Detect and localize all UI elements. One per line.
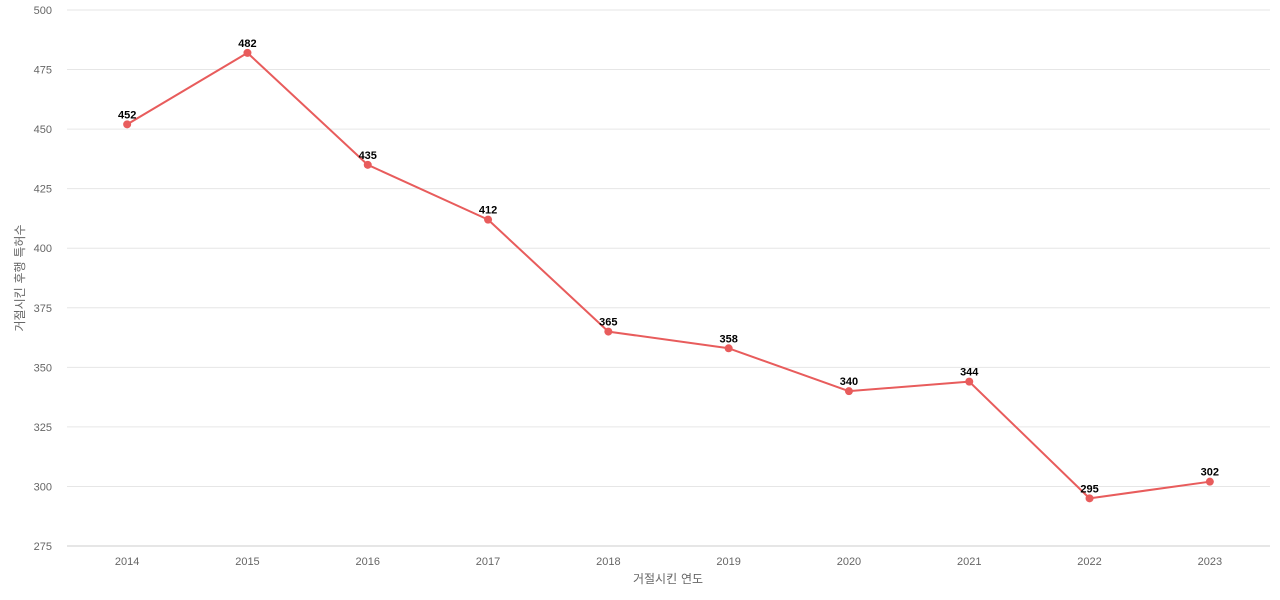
data-label: 365 bbox=[599, 317, 617, 329]
x-tick-label: 2019 bbox=[716, 556, 740, 568]
data-label: 302 bbox=[1201, 467, 1219, 479]
x-tick-label: 2016 bbox=[356, 556, 380, 568]
x-tick-label: 2020 bbox=[837, 556, 861, 568]
data-label: 482 bbox=[238, 38, 256, 50]
x-tick-label: 2015 bbox=[235, 556, 259, 568]
data-point bbox=[965, 377, 974, 386]
data-point bbox=[243, 48, 252, 57]
x-tick-label: 2017 bbox=[476, 556, 500, 568]
x-tick-label: 2018 bbox=[596, 556, 620, 568]
series-line bbox=[126, 51, 1210, 500]
y-tick-label: 475 bbox=[34, 65, 52, 77]
y-tick-label: 325 bbox=[34, 422, 52, 434]
x-axis: 2014 2015 2016 2017 2018 2019 2020 2021 2022 2023 bbox=[115, 556, 1222, 568]
data-label: 344 bbox=[960, 367, 979, 379]
y-axis-title: 거절시킨 후행 특허수 bbox=[12, 225, 27, 332]
y-axis: 275 300 325 350 375 400 425 450 475 500 bbox=[34, 5, 52, 553]
grid bbox=[67, 9, 1270, 547]
y-tick-label: 425 bbox=[34, 184, 52, 196]
y-tick-label: 500 bbox=[34, 5, 52, 17]
x-tick-label: 2022 bbox=[1077, 556, 1101, 568]
y-tick-label: 350 bbox=[34, 362, 52, 374]
data-label: 295 bbox=[1080, 483, 1098, 495]
y-tick-label: 300 bbox=[34, 481, 52, 493]
data-point bbox=[1205, 477, 1214, 486]
y-tick-label: 400 bbox=[34, 243, 52, 255]
y-tick-label: 450 bbox=[34, 124, 52, 136]
x-tick-label: 2021 bbox=[957, 556, 981, 568]
data-label: 452 bbox=[118, 109, 136, 121]
x-axis-title: 거절시킨 연도 bbox=[633, 572, 703, 586]
data-point bbox=[844, 387, 853, 396]
x-tick-label: 2023 bbox=[1198, 556, 1222, 568]
data-point bbox=[604, 327, 613, 336]
data-label: 435 bbox=[359, 150, 377, 162]
y-tick-label: 275 bbox=[34, 541, 52, 553]
data-label: 358 bbox=[719, 333, 737, 345]
data-point bbox=[724, 344, 733, 353]
data-labels: 452 482 435 412 365 358 340 344 295 302 bbox=[118, 38, 1219, 495]
data-point bbox=[123, 120, 132, 129]
data-label: 340 bbox=[840, 376, 858, 388]
y-tick-label: 375 bbox=[34, 303, 52, 315]
data-label: 412 bbox=[479, 205, 497, 217]
data-point bbox=[484, 215, 493, 224]
x-tick-label: 2014 bbox=[115, 556, 139, 568]
data-point bbox=[1085, 494, 1094, 503]
data-point bbox=[363, 160, 372, 169]
series bbox=[123, 48, 1214, 503]
